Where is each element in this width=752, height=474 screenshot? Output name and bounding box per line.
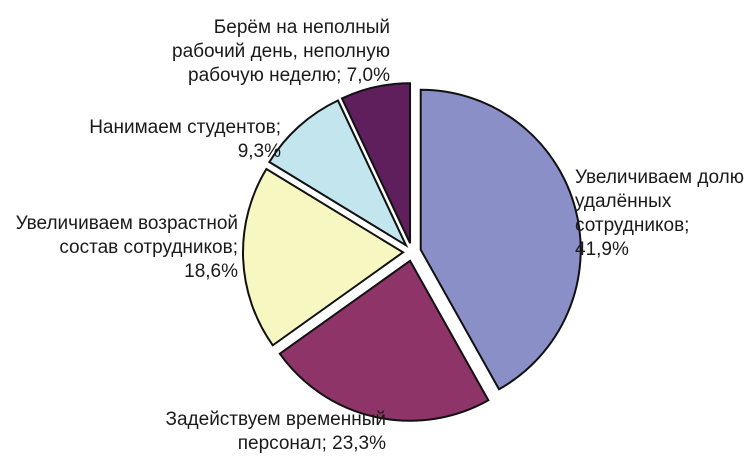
label-line: Нанимаем студентов; [89,117,281,138]
slice-age-composition [242,167,405,347]
slice-part-time [340,82,412,244]
label-line: Увеличиваем возрастной [15,213,238,234]
label-temporary-staff: Задействуем временный персонал; 23,3% [166,408,387,456]
slice-remote-employees [419,88,582,391]
label-students: Нанимаем студентов; 9,3% [89,116,281,164]
label-age-composition: Увеличиваем возрастной состав сотруднико… [16,212,238,284]
label-line: Увеличиваем долю [575,167,744,188]
label-line: Задействуем временный [165,409,387,430]
label-line: рабочую неделю; 7,0% [188,65,390,86]
label-line: 18,6% [184,261,238,282]
label-line: удалённых [575,191,672,212]
label-line: персонал; 23,3% [237,433,386,454]
label-line: 41,9% [575,239,629,260]
slice-students [268,99,409,248]
label-line: Берём на неполный [213,17,390,38]
label-line: рабочий день, неполную [172,41,390,62]
slice-temporary-staff [278,259,490,422]
label-line: 9,3% [237,141,281,162]
label-part-time: Берём на неполный рабочий день, неполную… [172,16,390,88]
label-line: сотрудников; [575,215,690,236]
label-remote-employees: Увеличиваем долю удалённых сотрудников; … [575,166,744,262]
label-line: состав сотрудников; [59,237,238,258]
